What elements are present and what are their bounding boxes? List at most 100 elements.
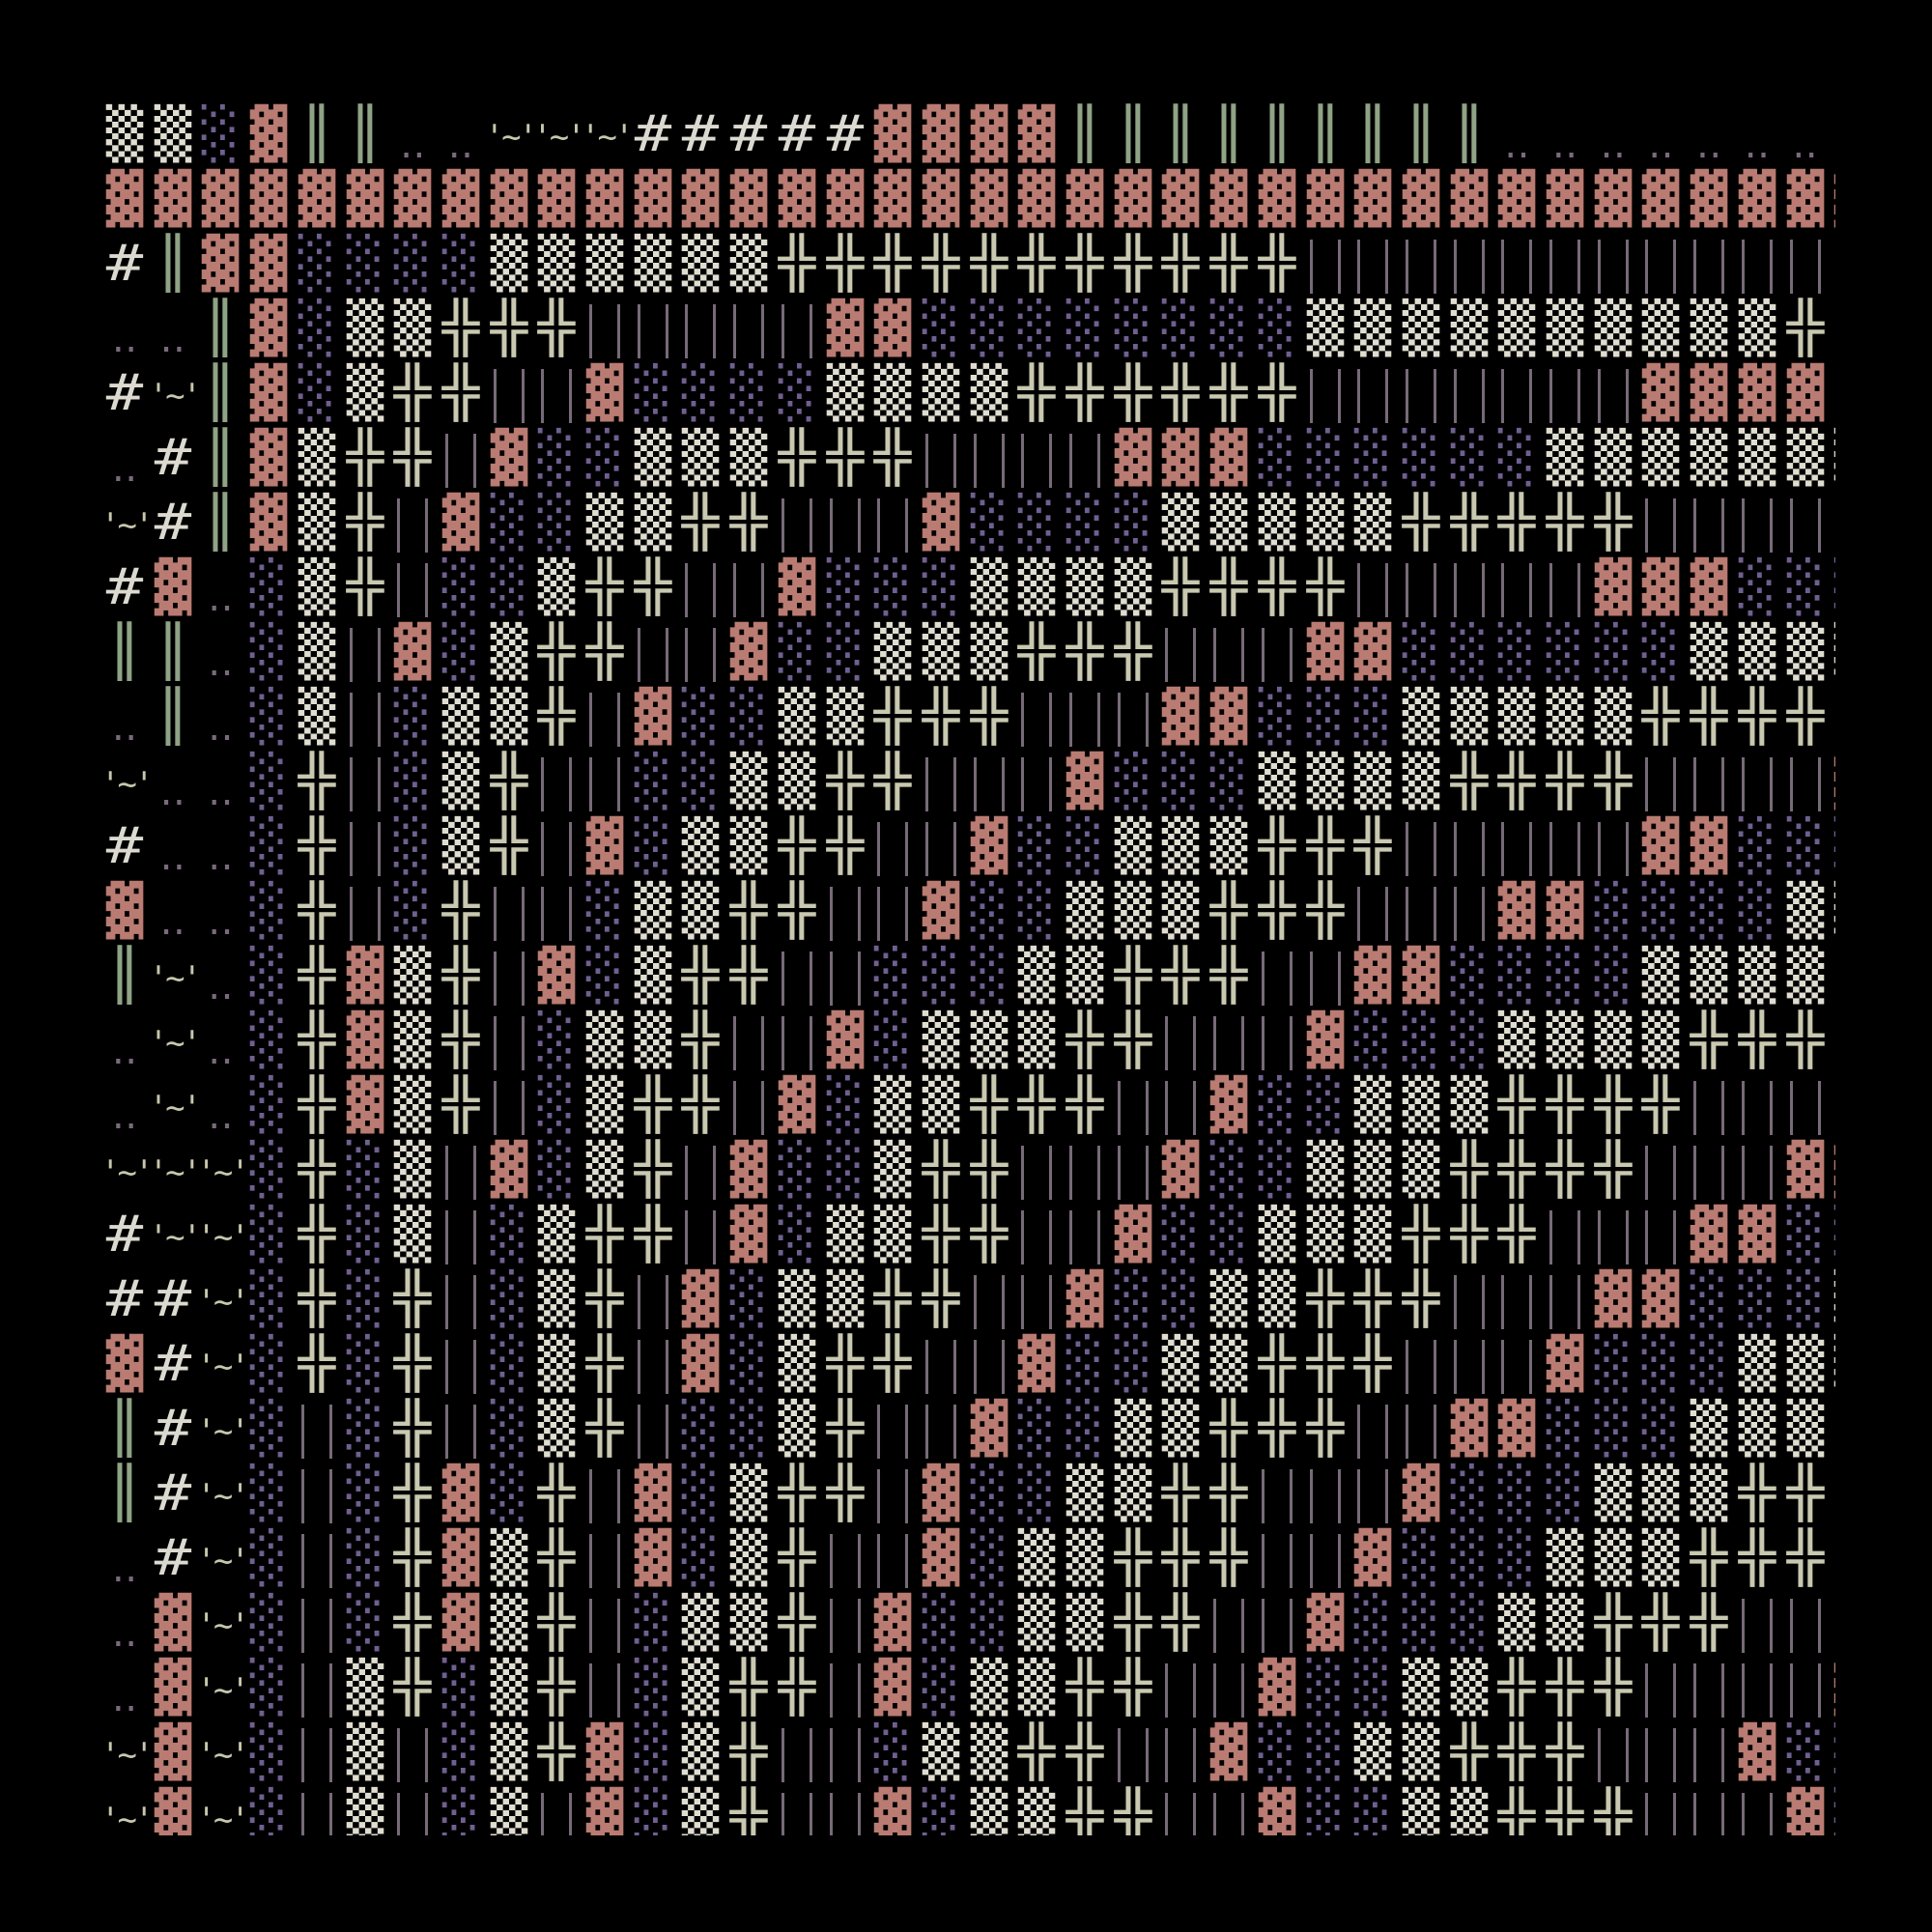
light-shade-glyph: ░ (1829, 1720, 1835, 1785)
dense-shade-glyph: ▓ (922, 882, 960, 940)
dense-shade-glyph: ▓ (1306, 623, 1344, 681)
double-cross-glyph: ╬ (1162, 235, 1200, 293)
vertical-bars-glyph: | (437, 1267, 485, 1332)
medium-shade-glyph: ▒ (490, 235, 527, 293)
vertical-bars-glyph: | (1541, 814, 1589, 879)
light-shade-glyph: ░ (1450, 1011, 1488, 1069)
dense-shade-glyph: ▓ (1786, 1141, 1824, 1199)
vertical-bars-glyph: | (1253, 1591, 1301, 1656)
light-shade-glyph: ░ (1402, 1594, 1440, 1652)
medium-shade-glyph: ▒ (1065, 1464, 1104, 1522)
dense-shade-glyph: ▓ (154, 170, 191, 228)
medium-shade-glyph: ▒ (1786, 1335, 1824, 1393)
light-shade-glyph: ░ (1018, 1400, 1056, 1458)
vertical-bars-glyph: | (341, 814, 389, 879)
medium-shade-glyph: ▒ (1018, 1594, 1056, 1652)
dense-shade-glyph: ▓ (154, 1659, 191, 1717)
dense-shade-glyph: ▓ (1209, 170, 1248, 228)
dense-shade-glyph: ▓ (1594, 558, 1632, 616)
medium-shade-glyph: ▒ (1258, 494, 1296, 552)
medium-shade-glyph: ▒ (873, 623, 912, 681)
double-cross-glyph: ╬ (634, 1076, 671, 1134)
light-shade-glyph: ░ (298, 299, 336, 357)
medium-shade-glyph: ▒ (634, 947, 671, 1005)
double-cross-glyph: ╬ (826, 817, 864, 875)
two-dot-glyph: ‥ (208, 576, 234, 620)
vertical-bars-glyph: | (1349, 555, 1397, 620)
vertical-bars-glyph: | (1829, 232, 1835, 297)
double-vertical-glyph: ║ (202, 299, 240, 357)
vertical-bars-glyph: | (1733, 1138, 1781, 1203)
medium-shade-glyph: ▒ (1306, 494, 1344, 552)
double-cross-glyph: ╬ (922, 1206, 960, 1264)
vertical-bars-glyph: | (1349, 361, 1397, 426)
light-shade-glyph: ░ (441, 235, 480, 293)
vertical-bars-glyph: | (1733, 750, 1781, 814)
vertical-bars-glyph: | (1397, 555, 1445, 620)
light-shade-glyph: ░ (778, 364, 816, 422)
light-shade-glyph: ░ (1738, 558, 1776, 616)
double-cross-glyph: ╬ (729, 947, 768, 1005)
double-cross-glyph: ╬ (1065, 1723, 1104, 1781)
double-cross-glyph: ╬ (1114, 1659, 1151, 1717)
light-shade-glyph: ░ (1402, 623, 1440, 681)
double-cross-glyph: ╬ (538, 1723, 576, 1781)
vertical-bars-glyph: | (293, 1785, 341, 1835)
double-cross-glyph: ╬ (1546, 494, 1584, 552)
medium-shade-glyph: ▒ (826, 364, 864, 422)
vertical-bars-glyph: | (1109, 1720, 1157, 1785)
vertical-bars-glyph: | (1061, 685, 1109, 750)
two-dot-glyph: ‥ (1744, 123, 1771, 167)
light-shade-glyph: ░ (1209, 753, 1248, 810)
light-shade-glyph: ░ (538, 1011, 576, 1069)
light-shade-glyph: ░ (1353, 1594, 1392, 1652)
double-cross-glyph: ╬ (778, 1529, 816, 1587)
tilde-quote-glyph: '~' (581, 118, 629, 156)
double-cross-glyph: ╬ (1114, 1594, 1151, 1652)
hash-glyph: # (105, 1270, 144, 1328)
light-shade-glyph: ░ (538, 494, 576, 552)
double-cross-glyph: ╬ (1065, 1076, 1104, 1134)
dense-shade-glyph: ▓ (154, 1788, 191, 1835)
vertical-bars-glyph: | (1205, 620, 1253, 685)
double-cross-glyph: ╬ (1690, 1529, 1728, 1587)
light-shade-glyph: ░ (249, 1529, 288, 1587)
light-shade-glyph: ░ (634, 753, 671, 810)
light-shade-glyph: ░ (490, 1335, 527, 1393)
dense-shade-glyph: ▓ (1498, 882, 1536, 940)
double-cross-glyph: ╬ (1065, 623, 1104, 681)
double-cross-glyph: ╬ (1018, 1723, 1056, 1781)
medium-shade-glyph: ▒ (873, 1206, 912, 1264)
medium-shade-glyph: ▒ (490, 1723, 527, 1781)
medium-shade-glyph: ▒ (538, 235, 576, 293)
double-cross-glyph: ╬ (585, 1270, 624, 1328)
medium-shade-glyph: ▒ (1353, 1076, 1392, 1134)
medium-shade-glyph: ▒ (1594, 1529, 1632, 1587)
vertical-bars-glyph: | (581, 1591, 629, 1656)
medium-shade-glyph: ▒ (1594, 1464, 1632, 1522)
double-cross-glyph: ╬ (634, 558, 671, 616)
medium-shade-glyph: ▒ (970, 1011, 1008, 1069)
dense-shade-glyph: ▓ (873, 1594, 912, 1652)
light-shade-glyph: ░ (490, 558, 527, 616)
light-shade-glyph: ░ (346, 1594, 384, 1652)
double-cross-glyph: ╬ (1786, 299, 1824, 357)
light-shade-glyph: ░ (1786, 1723, 1824, 1781)
medium-shade-glyph: ▒ (1353, 494, 1392, 552)
dense-shade-glyph: ▓ (1353, 170, 1392, 228)
double-cross-glyph: ╬ (1258, 558, 1296, 616)
medium-shade-glyph: ▒ (1642, 299, 1680, 357)
vertical-bars-glyph: | (1012, 426, 1061, 491)
double-cross-glyph: ╬ (1209, 1529, 1248, 1587)
dense-shade-glyph: ▓ (1258, 170, 1296, 228)
medium-shade-glyph: ▒ (1402, 1076, 1440, 1134)
hash-glyph: # (154, 1464, 191, 1522)
light-shade-glyph: ░ (778, 623, 816, 681)
vertical-bars-glyph: | (1397, 361, 1445, 426)
vertical-bars-glyph: | (1636, 1203, 1685, 1267)
double-cross-glyph: ╬ (441, 1011, 480, 1069)
dense-shade-glyph: ▓ (154, 1723, 191, 1781)
double-cross-glyph: ╬ (1690, 1594, 1728, 1652)
vertical-bars-glyph: | (821, 1785, 869, 1835)
vertical-bars-glyph: | (868, 1526, 917, 1591)
